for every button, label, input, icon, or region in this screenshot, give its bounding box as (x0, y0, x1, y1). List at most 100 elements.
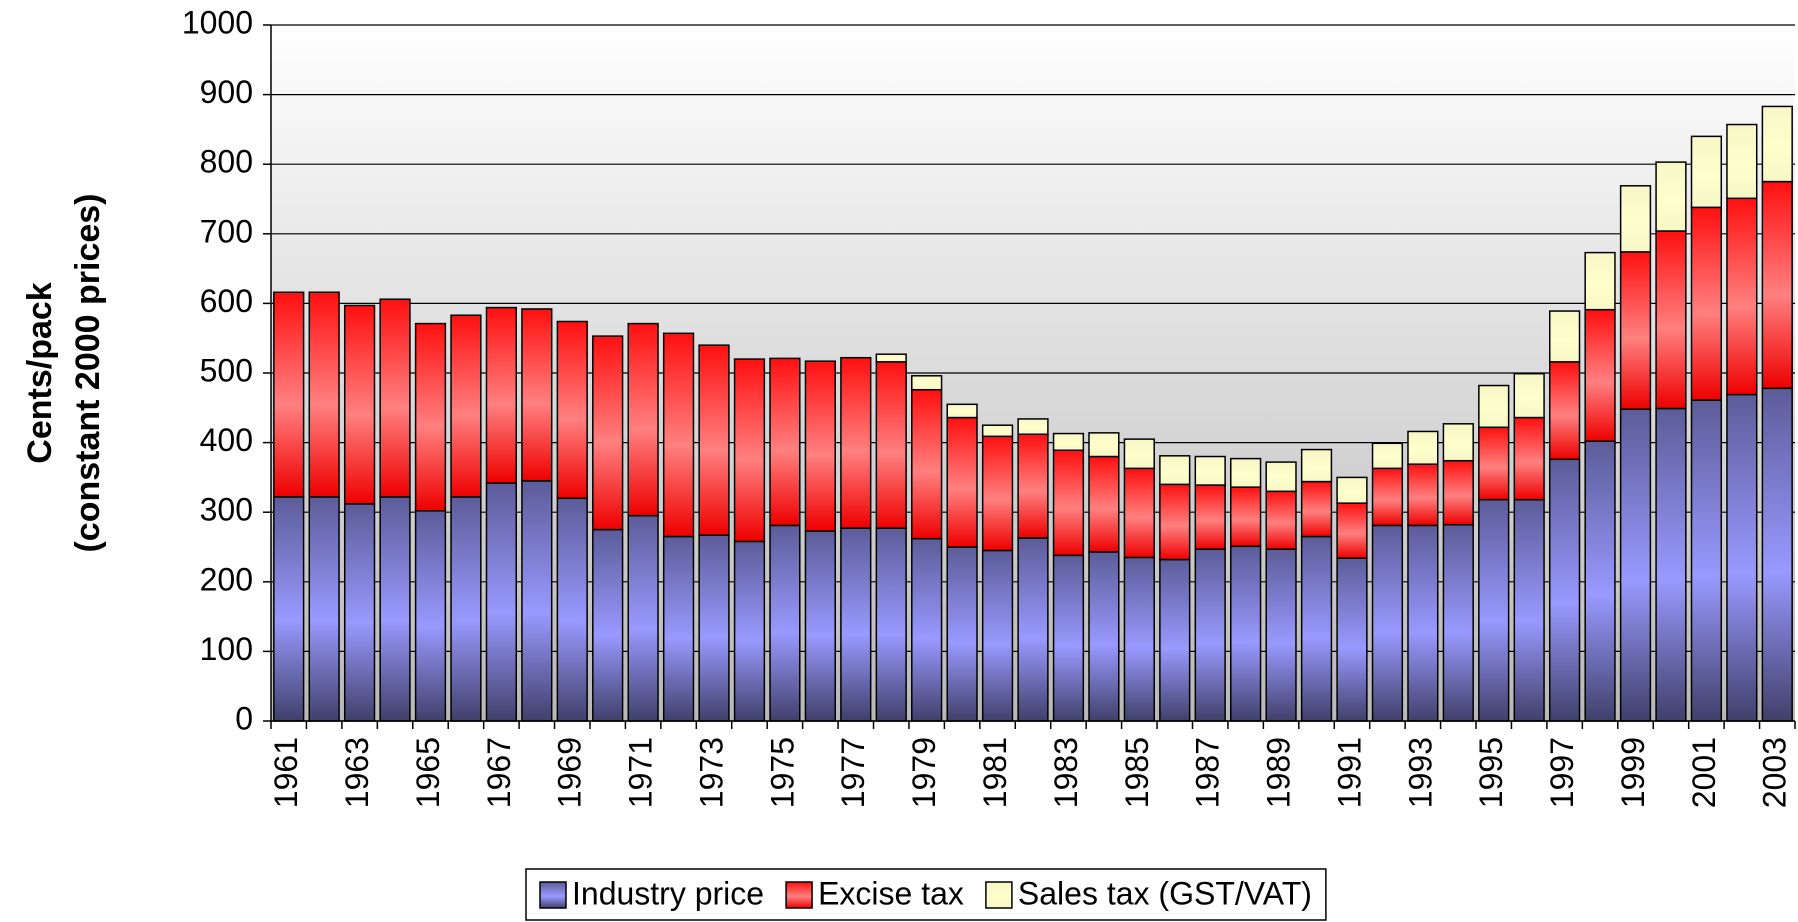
y-tick-label: 400 (200, 422, 253, 458)
bar-segment (1052, 449, 1085, 557)
bar-segment (1052, 554, 1085, 722)
bar-segment (1548, 458, 1581, 722)
bar-segment (1371, 467, 1404, 527)
x-tick-label: 1993 (1402, 737, 1438, 808)
bar-segment (592, 528, 624, 722)
x-tick-label: 1989 (1261, 737, 1297, 808)
bar-segment (1726, 393, 1758, 722)
bar-segment (1265, 461, 1297, 493)
x-tick-label: 1997 (1544, 737, 1580, 808)
y-tick-label: 300 (200, 492, 253, 528)
bar-segment (733, 358, 766, 543)
legend-label: Sales tax (GST/VAT) (1018, 875, 1312, 911)
bar-segment (1442, 423, 1474, 462)
bar-segment (414, 510, 447, 722)
bar-segment (769, 357, 801, 527)
bar-segment (1230, 486, 1262, 548)
bar-segment (1300, 535, 1333, 722)
bar-segment (485, 482, 518, 722)
bar-segment (1159, 558, 1191, 722)
bar-segment (1726, 197, 1758, 396)
x-tick-label: 1983 (1048, 737, 1084, 808)
bar-segment (1478, 498, 1510, 722)
bar-segment (875, 361, 907, 529)
bar-segment (769, 524, 801, 722)
y-tick-label: 0 (235, 700, 253, 736)
bar-segment (875, 527, 907, 722)
bar-segment (1336, 557, 1368, 722)
bar-segment (1159, 483, 1191, 561)
x-tick-label: 2003 (1757, 737, 1793, 808)
bar-segment (1513, 416, 1545, 501)
bar-segment (698, 344, 730, 536)
bar-segment (1584, 251, 1616, 311)
bar-segment (1017, 433, 1049, 539)
bar-segment (627, 322, 659, 517)
bar-segment (1478, 426, 1510, 501)
legend (525, 868, 1327, 921)
x-tick-label: 1969 (552, 737, 588, 808)
bar-segment (343, 503, 376, 722)
bar-segment (273, 496, 305, 722)
bar-segment (981, 549, 1014, 722)
bar-segment (1088, 432, 1120, 458)
bar-segment (521, 480, 553, 722)
bar-segment (840, 527, 872, 722)
bar-segment (308, 291, 340, 498)
bar-segment (698, 534, 730, 722)
y-tick-label: 600 (200, 283, 253, 319)
x-tick-label: 1981 (977, 737, 1013, 808)
bar-segment (414, 322, 447, 512)
bar-segment (662, 535, 695, 722)
bar-segment (946, 546, 978, 722)
bar-segment (1194, 484, 1226, 550)
bar-segment (1548, 361, 1581, 461)
bar-segment (981, 435, 1014, 552)
bar-segment (450, 496, 482, 722)
x-tick-label: 1963 (339, 737, 375, 808)
bar-segment (804, 530, 836, 722)
bar-segment (1655, 407, 1687, 722)
x-tick-label: 1973 (693, 737, 729, 808)
bar-segment (1265, 490, 1297, 550)
bar-segment (1407, 430, 1439, 465)
bar-segment (1619, 408, 1652, 722)
bar-segment (1690, 399, 1723, 722)
bar-segment (379, 496, 411, 722)
legend-label: Excise tax (818, 875, 964, 911)
y-tick-label: 200 (200, 561, 253, 597)
bar-segment (1513, 498, 1545, 722)
x-tick-label: 1979 (906, 737, 942, 808)
x-tick-label: 1967 (481, 737, 517, 808)
bar-segment (1619, 185, 1652, 253)
x-tick-label: 1975 (764, 737, 800, 808)
bar-segment (1761, 180, 1793, 390)
bar-segment (1123, 556, 1155, 722)
bar-segment (1336, 502, 1368, 559)
legend-swatch (785, 881, 813, 909)
x-tick-label: 1999 (1615, 737, 1651, 808)
bar-segment (1088, 551, 1120, 722)
bar-segment (840, 356, 872, 529)
bar-segment (308, 496, 340, 722)
bar-segment (1442, 523, 1474, 722)
bar-segment (450, 314, 482, 498)
x-tick-label: 2001 (1686, 737, 1722, 808)
x-tick-label: 1987 (1190, 737, 1226, 808)
bar-segment (1017, 418, 1049, 435)
x-tick-label: 1965 (410, 737, 446, 808)
bar-segment (1761, 387, 1793, 722)
bar-segment (875, 353, 907, 363)
bar-segment (1336, 476, 1368, 504)
bar-segment (1584, 308, 1616, 442)
legend-swatch (985, 881, 1013, 909)
bar-segment (1017, 537, 1049, 722)
bar-segment (1123, 438, 1155, 470)
bar-segment (1194, 548, 1226, 722)
bar-segment (1088, 455, 1120, 553)
bar-segment (733, 540, 766, 722)
x-tick-label: 1961 (268, 737, 304, 808)
bar-segment (1052, 432, 1085, 452)
bar-segment (1655, 230, 1687, 410)
bar-segment (627, 514, 659, 722)
